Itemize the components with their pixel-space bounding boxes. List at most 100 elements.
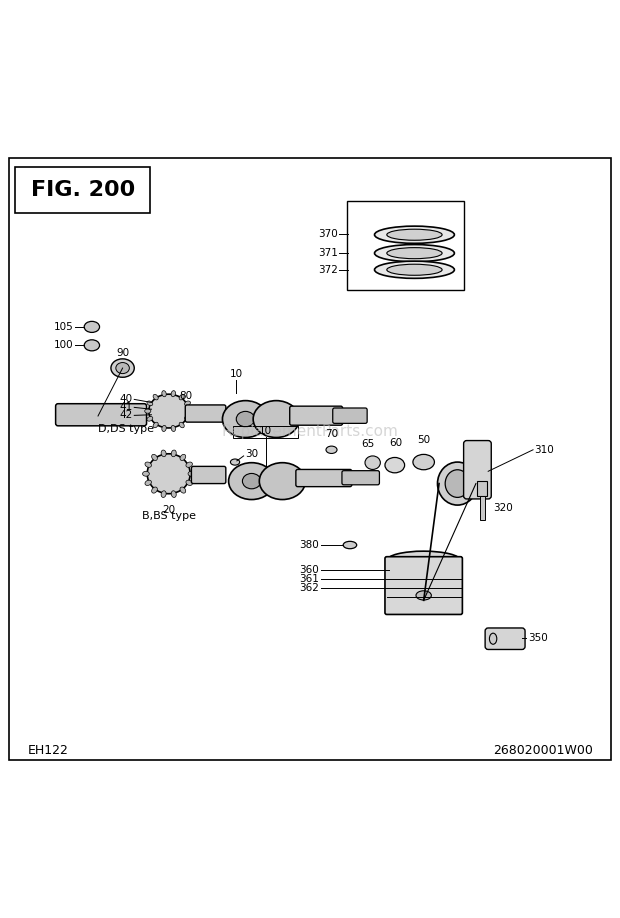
Text: FIG. 200: FIG. 200 — [30, 180, 135, 200]
Ellipse shape — [147, 401, 153, 406]
Text: 80: 80 — [180, 391, 193, 401]
Ellipse shape — [186, 480, 192, 486]
Ellipse shape — [161, 450, 166, 457]
Ellipse shape — [171, 450, 176, 457]
Text: 361: 361 — [299, 574, 319, 584]
Ellipse shape — [153, 422, 158, 428]
Text: 70: 70 — [326, 430, 339, 440]
Text: 41: 41 — [120, 402, 133, 412]
Text: 372: 372 — [318, 264, 338, 274]
Ellipse shape — [416, 591, 432, 600]
Ellipse shape — [387, 551, 461, 569]
Ellipse shape — [186, 462, 192, 467]
Text: ReplacementParts.com: ReplacementParts.com — [221, 424, 399, 439]
Ellipse shape — [387, 264, 442, 275]
Text: 320: 320 — [493, 503, 513, 513]
FancyBboxPatch shape — [333, 408, 367, 423]
FancyBboxPatch shape — [464, 441, 491, 499]
Ellipse shape — [343, 542, 356, 549]
Text: 60: 60 — [389, 438, 402, 448]
Text: 20: 20 — [162, 505, 175, 515]
Text: 10: 10 — [229, 369, 243, 379]
Ellipse shape — [374, 226, 454, 243]
Text: EH122: EH122 — [27, 744, 68, 757]
FancyBboxPatch shape — [485, 628, 525, 649]
FancyBboxPatch shape — [56, 404, 146, 426]
Bar — [480, 496, 484, 521]
Ellipse shape — [161, 491, 166, 498]
Ellipse shape — [162, 391, 166, 397]
Ellipse shape — [253, 400, 299, 438]
Text: D,DS type: D,DS type — [98, 424, 154, 434]
Text: 100: 100 — [54, 341, 73, 351]
Text: 350: 350 — [528, 633, 548, 644]
Ellipse shape — [242, 474, 261, 488]
FancyBboxPatch shape — [290, 406, 343, 425]
Text: 65: 65 — [361, 439, 375, 449]
FancyBboxPatch shape — [192, 466, 226, 484]
Text: 90: 90 — [116, 348, 129, 358]
Text: 362: 362 — [299, 583, 319, 593]
Text: 50: 50 — [417, 435, 430, 445]
Ellipse shape — [489, 633, 497, 644]
FancyBboxPatch shape — [296, 469, 352, 487]
Ellipse shape — [365, 456, 380, 469]
Ellipse shape — [147, 453, 190, 494]
Ellipse shape — [171, 425, 175, 431]
Bar — [233, 426, 298, 438]
Text: 268020001W00: 268020001W00 — [493, 744, 593, 757]
Ellipse shape — [180, 487, 186, 493]
Ellipse shape — [387, 230, 442, 241]
Ellipse shape — [145, 462, 151, 467]
Ellipse shape — [179, 395, 184, 400]
Ellipse shape — [374, 261, 454, 278]
Text: 40: 40 — [120, 395, 133, 405]
FancyBboxPatch shape — [342, 471, 379, 485]
Bar — [347, 201, 464, 290]
Ellipse shape — [153, 395, 158, 400]
Ellipse shape — [171, 391, 175, 397]
Ellipse shape — [111, 359, 135, 377]
Ellipse shape — [116, 363, 130, 374]
Ellipse shape — [179, 422, 184, 428]
Ellipse shape — [187, 409, 193, 413]
Ellipse shape — [445, 470, 470, 498]
Ellipse shape — [145, 480, 151, 486]
Ellipse shape — [438, 462, 477, 505]
Ellipse shape — [152, 487, 157, 493]
Ellipse shape — [188, 471, 195, 476]
Text: 371: 371 — [318, 248, 338, 258]
Text: 310: 310 — [534, 445, 554, 454]
Text: 42: 42 — [120, 410, 133, 420]
Ellipse shape — [413, 454, 435, 470]
FancyBboxPatch shape — [385, 556, 463, 614]
Ellipse shape — [149, 394, 188, 428]
Text: 370: 370 — [318, 230, 338, 239]
Ellipse shape — [84, 321, 100, 332]
Ellipse shape — [326, 446, 337, 453]
Ellipse shape — [236, 411, 255, 427]
Ellipse shape — [385, 457, 405, 473]
Ellipse shape — [143, 471, 149, 476]
Ellipse shape — [162, 425, 166, 431]
Ellipse shape — [387, 248, 442, 259]
Ellipse shape — [231, 459, 240, 465]
Text: 105: 105 — [54, 322, 73, 332]
Text: 360: 360 — [299, 565, 319, 575]
Bar — [477, 480, 487, 496]
Text: 380: 380 — [299, 540, 319, 550]
Ellipse shape — [171, 491, 176, 498]
Ellipse shape — [223, 400, 268, 438]
Ellipse shape — [147, 417, 153, 421]
Ellipse shape — [84, 340, 100, 351]
Ellipse shape — [374, 244, 454, 262]
Ellipse shape — [259, 463, 306, 499]
Bar — [15, 167, 150, 213]
Ellipse shape — [185, 417, 190, 421]
Ellipse shape — [180, 454, 186, 461]
Text: 30: 30 — [245, 449, 258, 459]
Text: B,BS type: B,BS type — [142, 511, 196, 521]
Text: 10: 10 — [259, 426, 272, 436]
Ellipse shape — [229, 463, 275, 499]
Ellipse shape — [144, 409, 151, 413]
